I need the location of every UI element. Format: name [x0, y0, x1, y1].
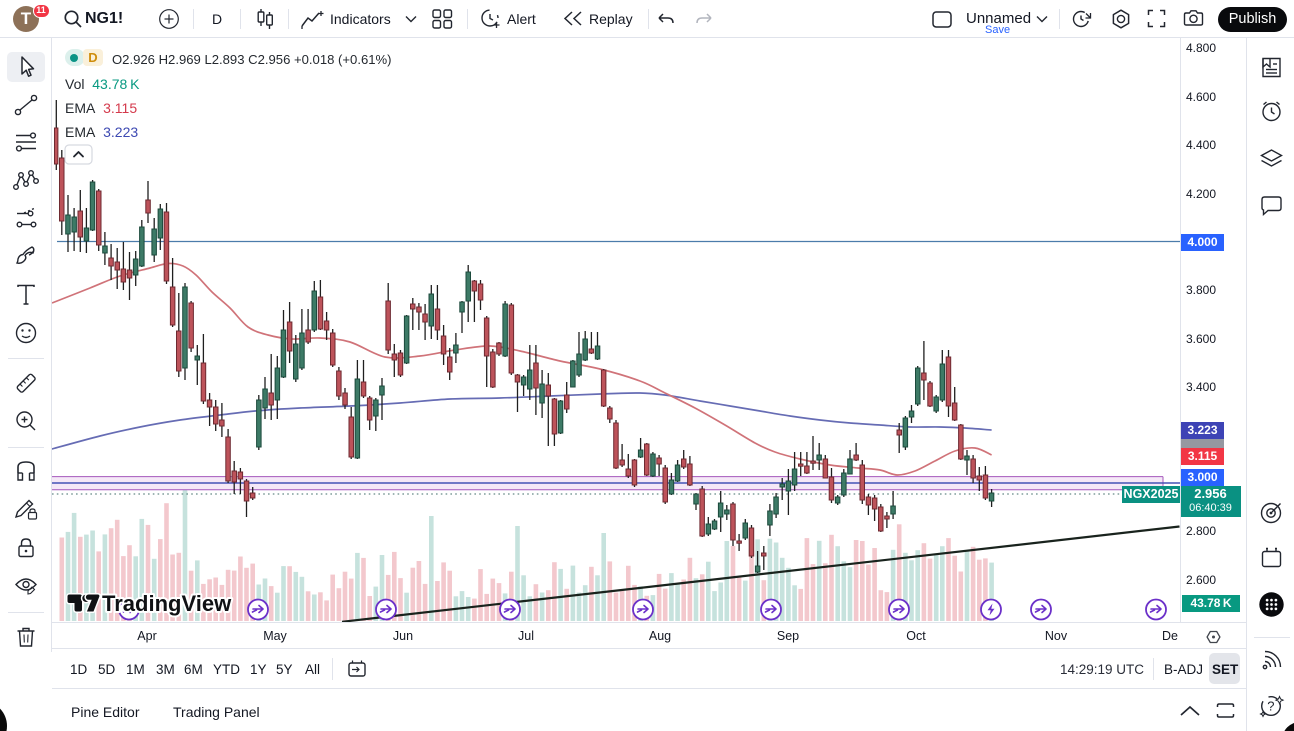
- svg-text:?: ?: [1267, 699, 1274, 714]
- svg-text:TradingView: TradingView: [102, 591, 232, 616]
